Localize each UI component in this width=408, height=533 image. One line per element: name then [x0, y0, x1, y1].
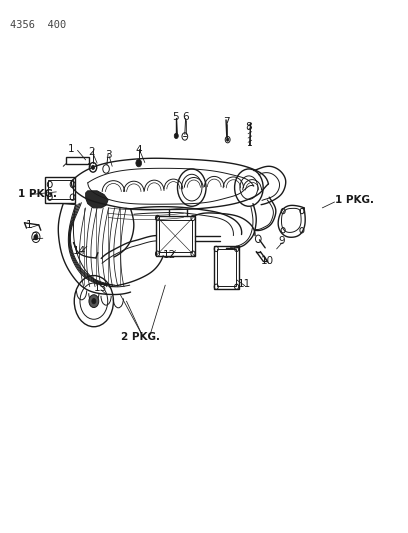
Bar — [48, 180, 73, 199]
Circle shape — [89, 295, 99, 308]
Text: 7: 7 — [223, 117, 230, 126]
Circle shape — [136, 159, 142, 167]
Circle shape — [226, 138, 229, 141]
Bar — [45, 177, 75, 203]
Circle shape — [34, 235, 38, 240]
Text: 2: 2 — [31, 232, 38, 241]
Circle shape — [174, 133, 178, 139]
Text: 11: 11 — [238, 279, 251, 288]
Text: 8: 8 — [246, 122, 252, 132]
Text: 6: 6 — [182, 112, 189, 122]
Text: 13: 13 — [93, 283, 106, 293]
Text: 9: 9 — [278, 236, 285, 246]
Text: 2 PKG.: 2 PKG. — [121, 332, 160, 342]
Text: 10: 10 — [261, 256, 274, 266]
Bar — [217, 249, 236, 286]
Text: 5: 5 — [172, 112, 179, 122]
Text: 14: 14 — [73, 246, 86, 255]
Text: 12: 12 — [163, 250, 176, 260]
Text: 1 PKG.: 1 PKG. — [18, 189, 58, 199]
Bar — [159, 220, 192, 252]
Circle shape — [91, 165, 95, 169]
Text: 1 PKG.: 1 PKG. — [335, 196, 374, 205]
Text: 4: 4 — [135, 146, 142, 155]
Bar — [66, 157, 89, 164]
Polygon shape — [86, 191, 108, 208]
Bar — [214, 246, 239, 289]
Text: 2: 2 — [89, 147, 95, 157]
Text: 1: 1 — [26, 221, 33, 230]
Text: 4356  400: 4356 400 — [10, 20, 67, 30]
Text: 1: 1 — [68, 144, 75, 154]
Text: 3: 3 — [105, 150, 111, 159]
Circle shape — [92, 298, 96, 304]
Bar — [156, 216, 195, 256]
